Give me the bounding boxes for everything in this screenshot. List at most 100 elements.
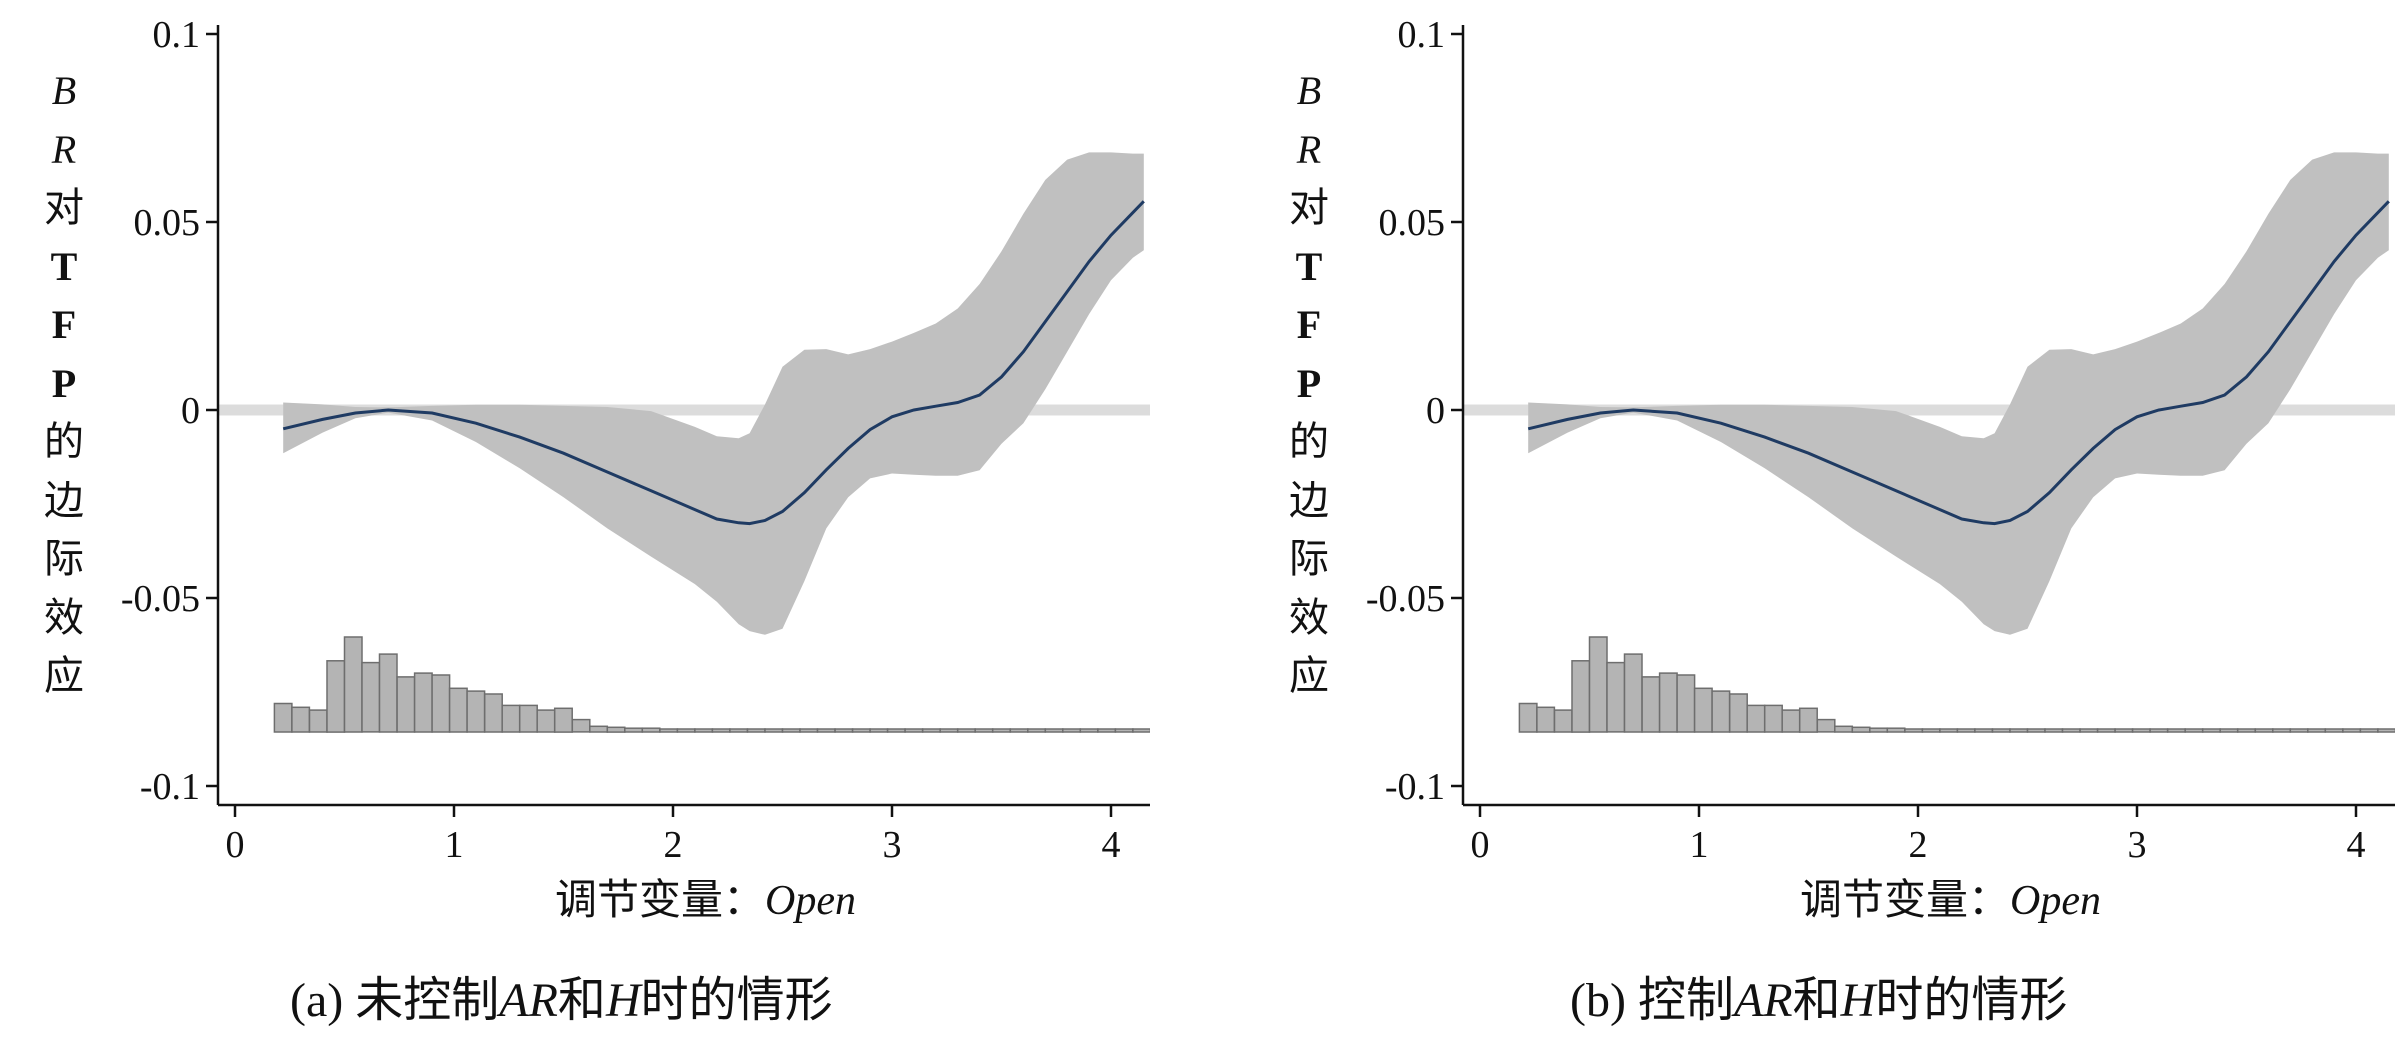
caption-ar: AR (1733, 974, 1793, 1027)
histogram-bar (2219, 728, 2239, 733)
x-label-variable: Open (2010, 878, 2101, 924)
histogram-bar (1939, 728, 1959, 733)
histogram-bar (1658, 672, 1678, 733)
histogram-bar (1114, 728, 1134, 733)
histogram-bar (361, 661, 381, 733)
y-label-char: 应 (44, 653, 84, 698)
histogram-bar (2236, 728, 2256, 733)
histogram-bar (2342, 728, 2362, 733)
histogram-bar (1798, 707, 1818, 733)
histogram-bar (2149, 728, 2169, 733)
histogram-bar (746, 728, 766, 733)
caption-and: 和 (1792, 974, 1841, 1027)
histogram-bar (378, 653, 398, 733)
y-label-char: P (51, 360, 77, 406)
y-label-char: R (1296, 126, 1322, 172)
x-axis-label-b: 调节变量：Open (1800, 866, 2101, 927)
y-label-char: T (1295, 243, 1323, 289)
histogram-bar (1834, 725, 1854, 733)
histogram-bar (2289, 728, 2309, 733)
histogram-bar (291, 706, 311, 733)
histogram-bar (1009, 728, 1029, 733)
caption-b: (b) 控制AR和H时的情形 (1570, 960, 2067, 1030)
histogram-bar (501, 704, 521, 733)
x-tick-label: 4 (1102, 824, 1121, 866)
y-label-char: T (50, 243, 78, 289)
y-label-char: 际 (44, 536, 84, 581)
confidence-band (1528, 152, 2389, 635)
histogram-bar (641, 727, 661, 733)
x-tick-label: 0 (226, 824, 245, 866)
y-tick-label: 0.1 (153, 14, 201, 56)
y-tick-label: 0.05 (1379, 202, 1446, 244)
y-label-char: 的 (1289, 419, 1329, 464)
histogram-bar (711, 728, 731, 733)
histogram-bar (1676, 674, 1696, 733)
caption-a: (a) 未控制AR和H时的情形 (290, 960, 833, 1030)
histogram-bar (764, 728, 784, 733)
histogram-bar (483, 693, 503, 733)
histogram-bar (624, 727, 644, 733)
histogram-bar (816, 728, 836, 733)
histogram-bar (1904, 728, 1924, 733)
y-tick-label: -0.05 (121, 578, 200, 620)
caption-prefix: (b) 控制 (1570, 974, 1734, 1027)
histogram-bar (553, 707, 573, 733)
histogram-bar (2359, 728, 2379, 733)
histogram-bar (2061, 728, 2081, 733)
histogram-bar (1728, 693, 1748, 733)
caption-suffix: 时的情形 (640, 974, 833, 1027)
caption-h: H (1840, 974, 1876, 1027)
confidence-band (283, 152, 1144, 635)
panel-b: 0.1 0.05 0 -0.05 -0.1 0 1 2 3 4 B R 对 T F P 的 边 际… (1245, 0, 2397, 1053)
histogram-bar (2044, 728, 2064, 733)
histogram-bar (1869, 727, 1889, 733)
y-tick-label: -0.1 (140, 766, 200, 808)
histogram-bar (2377, 728, 2395, 733)
y-tick-label: 0 (1426, 390, 1445, 432)
histogram-bar (343, 636, 363, 733)
y-tick-label: 0.05 (134, 202, 201, 244)
caption-prefix: (a) 未控制 (290, 974, 500, 1027)
histogram-bar (1816, 718, 1836, 733)
histogram-bar (694, 728, 714, 733)
x-tick-label: 1 (1690, 824, 1709, 866)
histogram-bar (1746, 704, 1766, 733)
histogram-bar (1711, 690, 1731, 733)
y-label-char: B (51, 68, 77, 113)
y-tick-label: -0.05 (1366, 578, 1445, 620)
histogram-bar (396, 676, 416, 733)
histogram-bar (1693, 687, 1713, 733)
histogram-bar (1518, 702, 1538, 733)
x-label-prefix: 调节变量： (555, 878, 766, 924)
histogram-bar (1044, 728, 1064, 733)
histogram-bar (1921, 728, 1941, 733)
histogram-bar (1571, 660, 1591, 733)
histogram-bar (1132, 728, 1150, 733)
histogram-bar (2184, 728, 2204, 733)
histogram-bar (676, 728, 696, 733)
histogram-bar (1974, 728, 1994, 733)
histogram-bar (1536, 706, 1556, 733)
x-tick-label: 4 (2347, 824, 2366, 866)
x-tick-label: 3 (883, 824, 902, 866)
y-label-char: F (1296, 302, 1322, 347)
histogram-bar (2131, 728, 2151, 733)
histogram-bar (536, 709, 556, 733)
histogram-bar (1606, 661, 1626, 733)
histogram-bar (431, 674, 451, 733)
y-tick-label: 0 (181, 390, 200, 432)
histogram-bar (413, 672, 433, 733)
marginal-effect-chart-a: 0.1 0.05 0 -0.05 -0.1 0 1 2 3 4 (121, 14, 1150, 866)
histogram-bar (2254, 728, 2274, 733)
marginal-effect-line (282, 200, 1145, 526)
histogram-bar (2026, 728, 2046, 733)
histogram-bar (991, 728, 1011, 733)
y-axis-label-a: B R 对 T F P 的 边 际 效 应 (42, 62, 86, 706)
y-label-char: 际 (1289, 536, 1329, 581)
y-axis-label-b: B R 对 T F P 的 边 际 效 应 (1287, 62, 1331, 706)
y-label-char: 的 (44, 419, 84, 464)
histogram-bar (2272, 728, 2292, 733)
x-tick-label: 2 (1909, 824, 1928, 866)
y-tick-label: -0.1 (1385, 766, 1445, 808)
